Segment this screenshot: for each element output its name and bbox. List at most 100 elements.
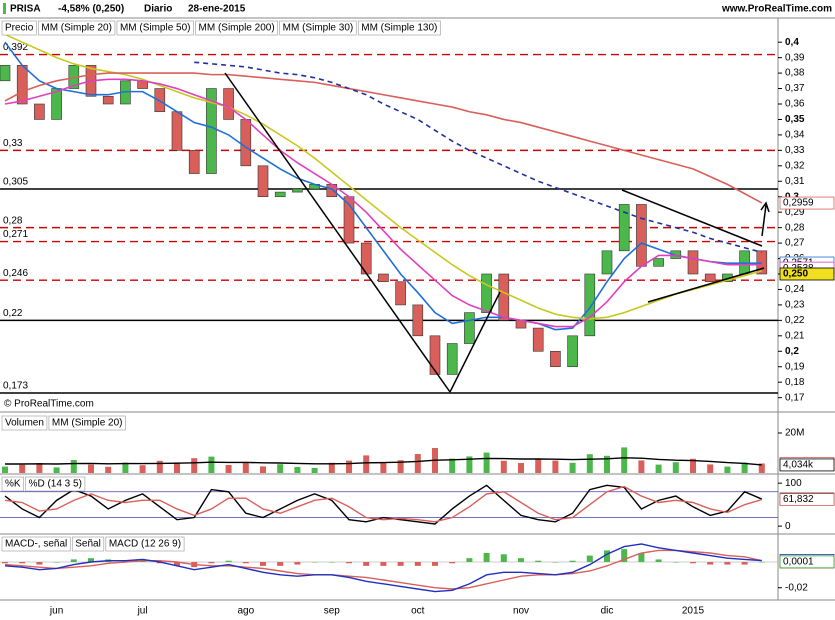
legend-entry: MM (Simple 30): [283, 23, 354, 34]
trendline: [647, 267, 765, 303]
volume-bar: [655, 464, 662, 473]
value-marker-label: 61,832: [783, 494, 814, 505]
y-tick-label: 0,27: [785, 238, 805, 249]
candle: [532, 327, 544, 352]
histogram-bar: [483, 553, 490, 562]
y-tick-label: 0,22: [785, 315, 805, 326]
y-tick-label: 0,39: [785, 52, 805, 63]
volume-bar: [449, 458, 456, 473]
candle: [188, 150, 200, 174]
legend-box: [71, 536, 105, 552]
histogram-bar: [707, 562, 714, 565]
volume-bar: [552, 460, 559, 473]
volume-bar: [397, 460, 404, 473]
y-tick-label: 0,24: [785, 284, 805, 295]
histogram-bar: [36, 562, 43, 565]
histogram-bar: [311, 562, 318, 563]
y-tick-label: 0,36: [785, 99, 805, 110]
level-label: 0,173: [3, 381, 28, 392]
series-line: [4, 41, 762, 331]
volume-bar: [724, 466, 731, 473]
value-marker: [779, 196, 835, 210]
volume-bar: [242, 461, 249, 473]
value-marker-label: 0,250: [783, 269, 808, 280]
candle: [498, 273, 510, 321]
value-marker: [779, 458, 835, 472]
candle: [481, 273, 492, 313]
histogram-bar: [552, 562, 559, 563]
plot: jun jul ago sep oct nov dic 2015 0,17 0,18 0,19 0,2…: [0, 20, 835, 617]
volume-bar: [139, 465, 146, 473]
volume-bar: [294, 467, 301, 473]
x-tick-label: jul: [137, 606, 148, 617]
y-tick-label: 0,33: [785, 145, 805, 156]
volume-bar: [36, 463, 43, 473]
volume-bar: [328, 462, 335, 473]
series-line: [4, 485, 762, 523]
histogram-bar: [88, 558, 94, 562]
legend-entry: Señal: [75, 539, 101, 550]
change: -4,58% (0,250): [58, 4, 124, 15]
candle: [584, 273, 596, 337]
volume-bar: [466, 456, 473, 473]
volume-bar: [638, 460, 645, 473]
histogram-bar: [586, 555, 593, 562]
histogram-bar: [380, 562, 387, 566]
y-tick-label: 0,38: [785, 68, 805, 79]
legend-box: [38, 20, 116, 36]
x-tick-label: nov: [513, 606, 529, 617]
legend-box: [357, 20, 441, 36]
candle: [636, 204, 647, 267]
volume-bar: [2, 466, 8, 473]
value-marker-label: 4,034k: [783, 460, 814, 471]
volume-bar: [156, 460, 163, 473]
value-marker: [779, 267, 835, 281]
volume-bar: [122, 462, 129, 473]
candle: [464, 312, 475, 344]
volume-bar: [535, 458, 542, 473]
value-marker: [779, 493, 835, 506]
histogram-bar: [432, 562, 438, 566]
date: 28-ene-2015: [188, 4, 246, 15]
x-tick-label: oct: [411, 606, 425, 617]
volume-bar: [500, 460, 507, 473]
volume-bar: [707, 464, 714, 473]
series-line: [194, 61, 763, 254]
legend-box: [1, 536, 71, 552]
y-tick-label: -0,02: [785, 582, 808, 593]
candle: [412, 304, 424, 337]
x-tick-label: 2015: [682, 606, 705, 617]
legend-entry: Precio: [5, 23, 34, 34]
candle: [653, 258, 664, 267]
volume-bar: [208, 456, 215, 473]
candle: [240, 119, 252, 167]
histogram-bar: [466, 558, 473, 562]
legend-box: [48, 415, 126, 431]
histogram-bar: [638, 553, 645, 562]
volume-bar: [414, 454, 421, 473]
level-label: 0,28: [3, 215, 23, 226]
series-line: [4, 549, 762, 590]
histogram-bar: [621, 549, 628, 562]
candle: [704, 273, 716, 283]
volume-bar: [19, 464, 26, 473]
candle: [34, 103, 45, 120]
candle: [618, 204, 630, 252]
level-label: 0,271: [3, 229, 28, 240]
arrow-head: [760, 201, 770, 213]
legend-entry: MM (Simple 50): [120, 23, 191, 34]
legend-box: [1, 415, 48, 431]
value-marker: [779, 555, 835, 569]
candle: [16, 65, 28, 105]
histogram-bar: [242, 562, 249, 564]
histogram-bar: [53, 562, 60, 563]
y-tick-label: 0,17: [785, 392, 805, 403]
value-marker-label: 0,2959: [783, 198, 814, 209]
volume-bar: [672, 462, 679, 473]
arrow: [761, 204, 767, 237]
candle: [446, 343, 458, 375]
volume-bar: [105, 466, 112, 473]
ticker: PRISA: [10, 4, 41, 15]
x-tick-label: sep: [324, 606, 341, 617]
y-tick-label: 0,34: [785, 130, 805, 141]
